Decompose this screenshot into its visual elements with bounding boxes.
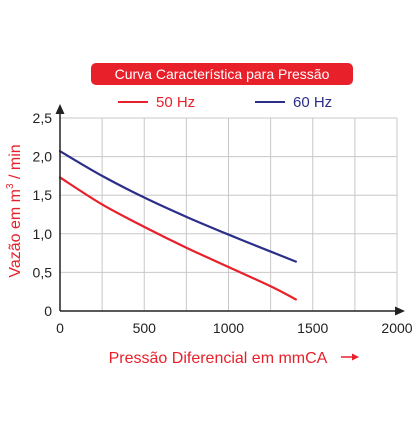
y-axis-label-main: Vazão em m — [7, 189, 24, 278]
axes — [55, 104, 405, 316]
y-tick-label: 2,0 — [33, 149, 53, 165]
y-tick-label: 1,0 — [33, 226, 53, 242]
y-tick-label: 2,5 — [33, 110, 53, 126]
x-axis-label: Pressão Diferencial em mmCA — [109, 350, 328, 367]
legend: 50 Hz 60 Hz — [118, 94, 332, 111]
y-axis-label-superscript: 3 — [5, 183, 16, 189]
series-line-1 — [58, 150, 297, 263]
x-tick-label: 0 — [56, 320, 64, 336]
legend-label-50hz: 50 Hz — [156, 94, 195, 111]
y-axis-label: Vazão em m3 / min — [5, 144, 24, 277]
chart-title-banner — [91, 63, 353, 85]
x-tick-label: 500 — [133, 320, 157, 336]
x-axis-arrow — [395, 306, 405, 316]
series-line-0 — [58, 176, 297, 301]
y-axis-arrow — [55, 104, 65, 114]
series-group — [58, 150, 297, 301]
grid — [60, 117, 398, 311]
x-tick-label: 2000 — [381, 320, 412, 336]
y-tick-label: 0,5 — [33, 264, 53, 280]
y-tick-label: 0 — [44, 303, 52, 319]
chart-title: Curva Característica para Pressão — [115, 66, 330, 82]
y-axis-label-suffix: / min — [7, 144, 24, 183]
y-tick-label: 1,5 — [33, 187, 53, 203]
x-axis-label-arrow — [341, 353, 359, 361]
legend-label-60hz: 60 Hz — [293, 94, 332, 111]
tick-labels: 0 500 1000 1500 2000 0 0,5 1,0 1,5 2,0 2,5 — [33, 110, 413, 336]
x-tick-label: 1500 — [297, 320, 328, 336]
x-tick-label: 1000 — [213, 320, 244, 336]
